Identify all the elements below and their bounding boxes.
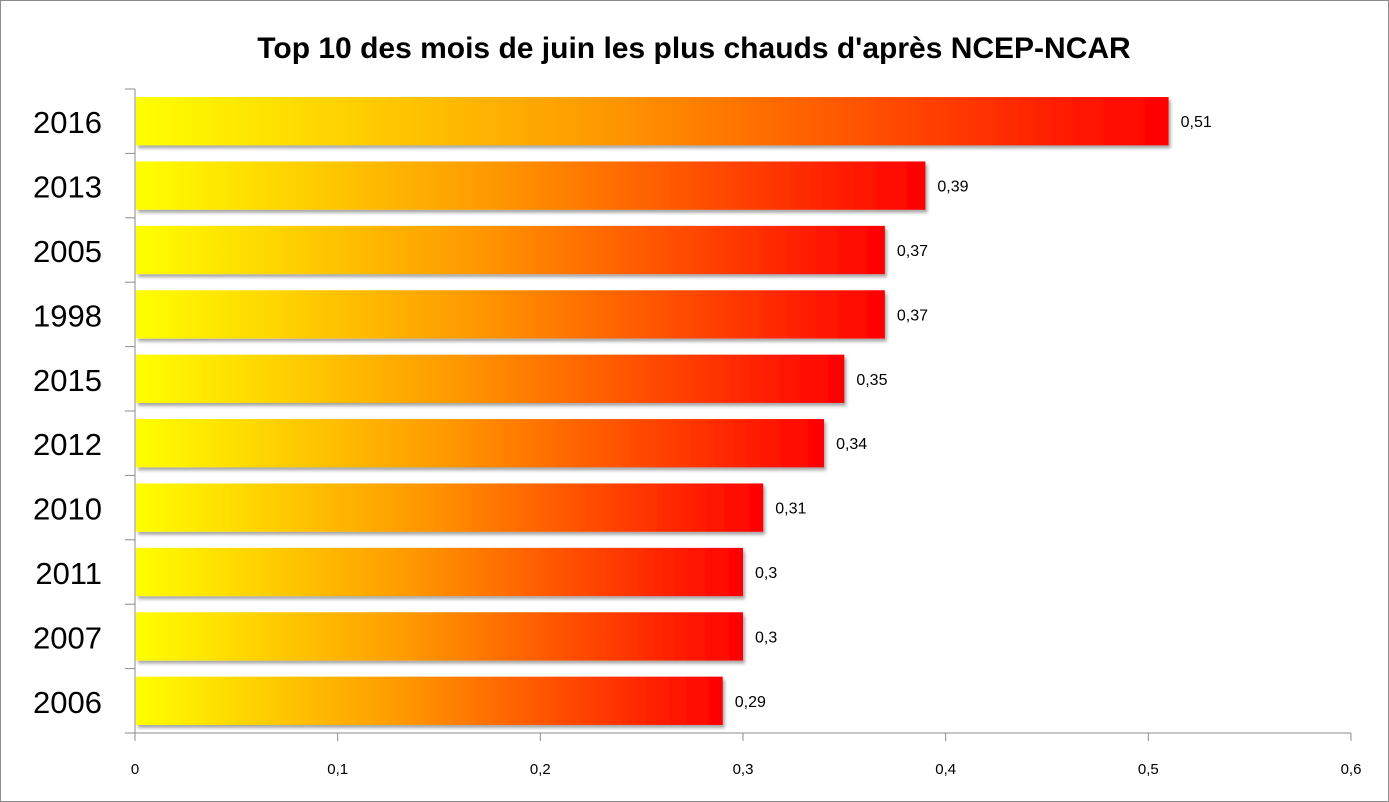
value-label-2007: 0,3 <box>755 629 777 646</box>
value-label-2006: 0,29 <box>735 694 766 711</box>
category-label-2006: 2006 <box>33 685 102 720</box>
bar-2010 <box>136 483 764 532</box>
bar-1998 <box>136 290 885 339</box>
value-label-2012: 0,34 <box>836 436 867 453</box>
category-label-2016: 2016 <box>33 105 102 140</box>
category-label-1998: 1998 <box>33 298 102 333</box>
category-label-2015: 2015 <box>33 363 102 398</box>
value-label-2013: 0,39 <box>937 179 968 196</box>
bar-2013 <box>136 161 926 210</box>
bars-layer: 0,51 0,39 0,37 0,37 0,35 0,34 0,31 0,3 0,3 0,29 <box>136 97 1212 725</box>
x-tick-label: 0,4 <box>935 761 956 778</box>
category-label-2011: 2011 <box>35 556 102 591</box>
category-label-2010: 2010 <box>33 492 102 527</box>
x-tick-label: 0,1 <box>327 761 348 778</box>
value-label-2016: 0,51 <box>1181 114 1212 131</box>
bar-2005 <box>136 225 885 275</box>
category-label-2007: 2007 <box>33 620 102 655</box>
x-tick-label: 0,5 <box>1138 761 1159 778</box>
category-label-2012: 2012 <box>33 427 102 462</box>
bar-2007 <box>136 612 743 661</box>
bar-2015 <box>136 354 845 403</box>
category-label-2013: 2013 <box>33 170 102 205</box>
x-tick-label: 0,2 <box>530 761 551 778</box>
x-tick-label: 0,3 <box>733 761 754 778</box>
value-label-2015: 0,35 <box>856 372 887 389</box>
x-tick-label: 0,6 <box>1341 761 1362 778</box>
value-label-2011: 0,3 <box>755 565 777 582</box>
x-tick-label: 0 <box>131 761 139 778</box>
bar-2016 <box>136 97 1169 146</box>
axes-layer: 2016 2013 2005 1998 2015 2012 2010 2011 2007 2006… <box>33 88 1362 778</box>
chart-title: Top 10 des mois de juin les plus chauds … <box>257 32 1131 65</box>
bar-2011 <box>136 547 743 597</box>
value-label-1998: 0,37 <box>897 307 928 324</box>
bar-2006 <box>136 676 723 725</box>
bar-2012 <box>136 419 825 468</box>
value-label-2010: 0,31 <box>775 501 806 518</box>
category-label-2005: 2005 <box>33 234 102 269</box>
value-label-2005: 0,37 <box>897 243 928 260</box>
